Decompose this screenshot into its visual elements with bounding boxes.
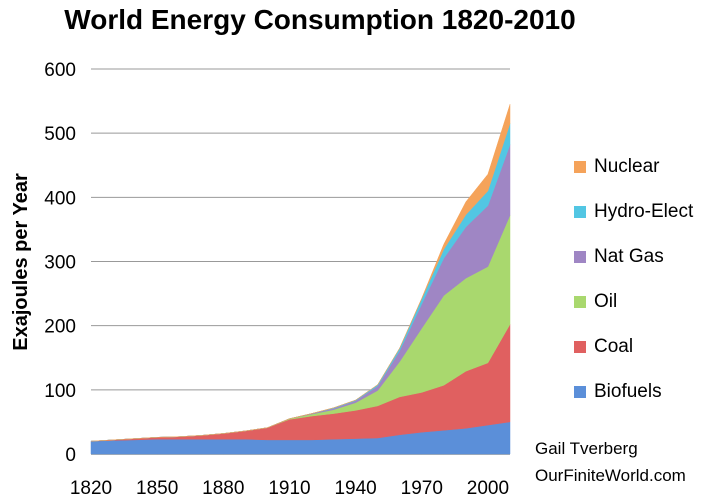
x-tick-label: 1970: [401, 478, 443, 499]
y-axis-label: Exajoules per Year: [10, 173, 32, 351]
legend-swatch: [574, 251, 586, 263]
legend-item-nuclear: Nuclear: [574, 155, 659, 179]
legend-item-coal: Coal: [574, 335, 633, 359]
legend-swatch: [574, 386, 586, 398]
legend-swatch: [574, 341, 586, 353]
y-tick-label: 600: [44, 60, 76, 81]
x-tick-label: 1850: [136, 478, 178, 499]
y-tick-label: 200: [44, 317, 76, 338]
y-tick-label: 500: [44, 124, 76, 145]
x-tick-label: 1940: [334, 478, 376, 499]
legend-label: Nat Gas: [594, 246, 664, 267]
credit-site: OurFiniteWorld.com: [535, 466, 686, 485]
y-tick-label: 0: [65, 445, 76, 466]
x-tick-label: 1910: [268, 478, 310, 499]
legend-swatch: [574, 161, 586, 173]
legend-item-nat-gas: Nat Gas: [574, 245, 664, 269]
y-tick-label: 400: [44, 188, 76, 209]
legend-label: Nuclear: [594, 156, 660, 177]
legend-item-biofuels: Biofuels: [574, 380, 662, 404]
y-tick-label: 100: [44, 381, 76, 402]
legend-label: Coal: [594, 336, 634, 357]
x-tick-label: 2000: [467, 478, 509, 499]
credit-author: Gail Tverberg: [535, 439, 638, 458]
legend-swatch: [574, 206, 586, 218]
legend-label: Oil: [594, 291, 618, 312]
chart-title: World Energy Consumption 1820-2010: [64, 4, 576, 35]
x-tick-label: 1820: [70, 478, 112, 499]
legend-label: Biofuels: [594, 381, 662, 402]
x-tick-label: 1880: [202, 478, 244, 499]
y-tick-label: 300: [44, 253, 76, 274]
area-nuclear: [90, 104, 511, 442]
legend-label: Hydro-Elect: [594, 201, 694, 222]
legend-swatch: [574, 296, 586, 308]
legend-item-hydro-elect: Hydro-Elect: [574, 200, 693, 224]
legend-item-oil: Oil: [574, 290, 617, 314]
